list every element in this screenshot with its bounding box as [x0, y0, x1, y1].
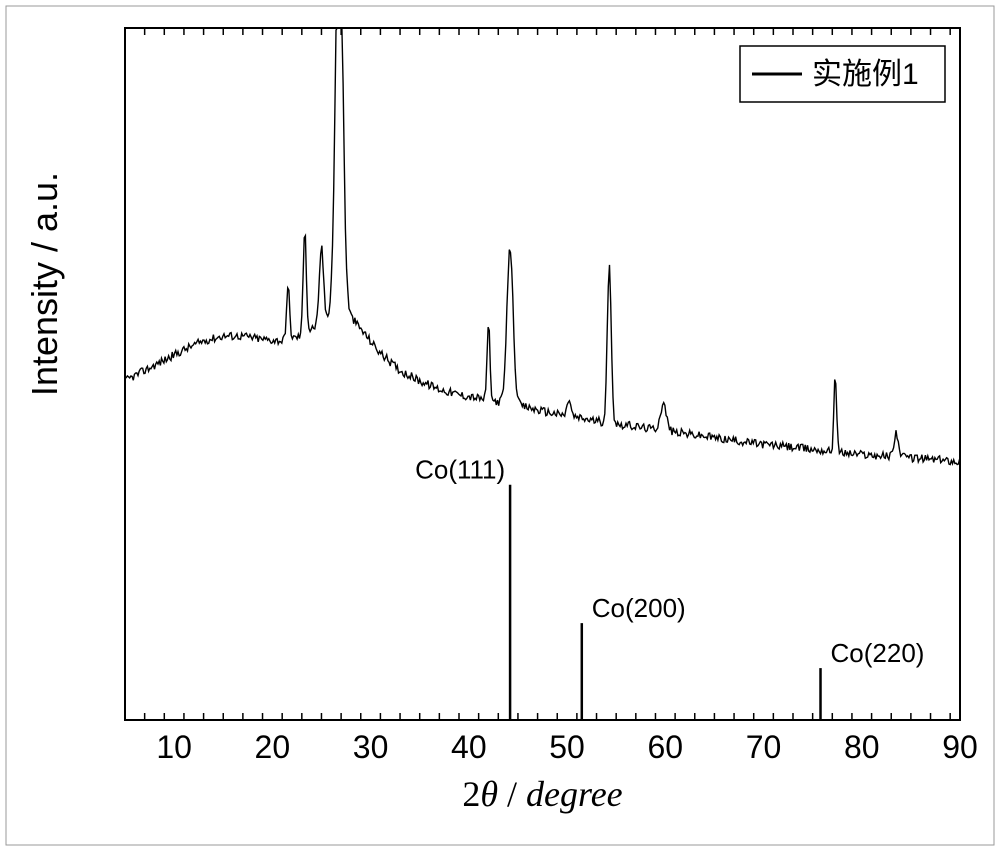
x-tick-label: 20	[255, 729, 291, 765]
reference-label: Co(200)	[592, 593, 686, 623]
chart-svg: 10 20 30 40 50 60 70 80 90 2θ / degree Intensity /…	[0, 0, 1000, 851]
reference-label: Co(111)	[415, 455, 505, 485]
x-tick-label: 40	[451, 729, 487, 765]
legend-label: 实施例1	[812, 58, 919, 91]
x-tick-label: 70	[746, 729, 782, 765]
y-axis-title: Intensity / a.u.	[24, 172, 65, 396]
x-tick-label: 90	[942, 729, 978, 765]
x-tick-label: 30	[353, 729, 389, 765]
xrd-chart: 10 20 30 40 50 60 70 80 90 2θ / degree Intensity /…	[0, 0, 1000, 851]
reference-label: Co(220)	[831, 638, 925, 668]
x-tick-label: 80	[844, 729, 880, 765]
x-tick-label: 50	[549, 729, 585, 765]
x-tick-label: 10	[156, 729, 192, 765]
x-tick-label: 60	[647, 729, 683, 765]
plot-frame	[125, 28, 960, 720]
x-axis-title: 2θ / degree	[462, 774, 622, 814]
